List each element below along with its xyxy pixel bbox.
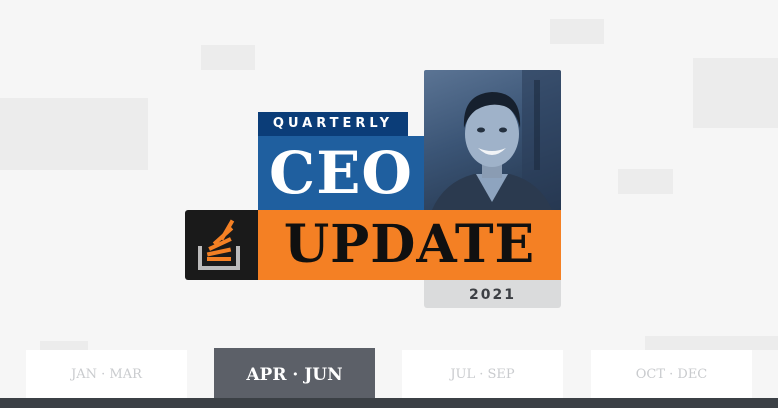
tab-oct-dec[interactable]: OCT · DEC [591, 350, 752, 400]
person-portrait-icon [432, 70, 561, 210]
decor-block [550, 19, 604, 44]
stack-overflow-logo-icon [198, 219, 240, 270]
bottom-bar [0, 398, 778, 408]
ceo-heading: CEO [258, 136, 424, 210]
decor-block [0, 98, 148, 170]
tab-jul-sep[interactable]: JUL · SEP [402, 350, 563, 400]
update-heading: UPDATE [258, 210, 561, 280]
decor-block [201, 45, 255, 70]
tab-apr-jun[interactable]: APR · JUN [214, 348, 375, 400]
tab-jan-mar[interactable]: JAN · MAR [26, 350, 187, 400]
decor-block [693, 58, 778, 128]
decor-block [645, 336, 778, 350]
ceo-portrait [424, 70, 561, 210]
year-label: 2021 [424, 280, 561, 308]
quarterly-label: QUARTERLY [258, 112, 408, 136]
decor-block [40, 341, 88, 351]
decor-block [618, 169, 673, 194]
logo-box [185, 210, 258, 280]
